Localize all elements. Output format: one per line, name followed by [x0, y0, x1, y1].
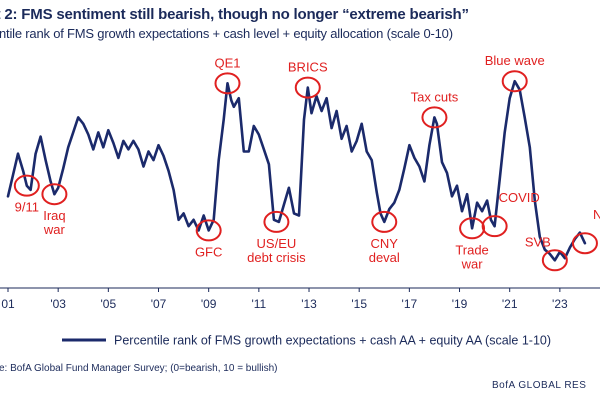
annotation-label: N [593, 207, 600, 222]
annotation-circle [214, 72, 241, 95]
annotation-circle [421, 106, 448, 129]
annotation-circle [459, 217, 486, 240]
x-axis: 01 '03 '05 '07 '09 '11 '13 '15 '17 '19 '21 '23 [0, 287, 600, 311]
x-tick-label: '19 [452, 297, 468, 311]
x-tick-label: '13 [301, 297, 317, 311]
annotation-label: COVID [499, 190, 540, 205]
x-tick-label: '21 [502, 297, 518, 311]
annotation-label: GFC [195, 244, 222, 259]
chart-subtitle: entile rank of FMS growth expectations +… [0, 26, 453, 41]
annotation-circle [294, 76, 321, 99]
x-tick-label: '11 [251, 297, 266, 311]
annotation-circle [41, 183, 68, 206]
annotation-circle [195, 219, 222, 242]
legend-label: Percentile rank of FMS growth expectatio… [114, 334, 551, 348]
annotation-label: Trade war [455, 242, 488, 271]
annotation-label: Tax cuts [411, 89, 459, 104]
x-tick-label: '17 [402, 297, 418, 311]
annotation-circle [371, 210, 398, 233]
annotation-label: Iraq war [43, 208, 66, 237]
annotation-layer: 9/11 Iraq war GFC QE1 US/EU debt crisis BRICS CN… [13, 53, 600, 272]
annotation-label: SVB [525, 234, 551, 249]
annotation-label: Blue wave [485, 53, 545, 68]
series-layer [6, 79, 587, 262]
annotation-label: BRICS [288, 60, 328, 75]
source-note: ce: BofA Global Fund Manager Survey; (0=… [0, 363, 278, 374]
x-tick-label: '15 [351, 297, 367, 311]
annotation-label: US/EU debt crisis [247, 236, 306, 265]
x-tick-label: '07 [151, 297, 167, 311]
annotation-circle [481, 215, 508, 238]
x-tick-label: '09 [201, 297, 217, 311]
annotation-label: CNY deval [369, 236, 400, 265]
x-tick-label: '03 [50, 297, 66, 311]
annotation-circle [501, 70, 528, 93]
annotation-label: 9/11 [15, 200, 39, 215]
annotation-circle [263, 210, 290, 233]
x-tick-label: '05 [101, 297, 117, 311]
chart-title: rt 2: FMS sentiment still bearish, thoug… [0, 6, 469, 23]
brand-label: BofA GLOBAL RES [492, 380, 587, 391]
x-tick-label: 01 [1, 297, 15, 311]
series-line [6, 79, 587, 262]
annotation-circle [13, 174, 40, 197]
annotation-label: QE1 [214, 55, 240, 70]
legend: Percentile rank of FMS growth expectatio… [62, 334, 551, 348]
annotation-circle [541, 249, 568, 272]
annotation-circle [571, 232, 598, 255]
x-tick-label: '23 [552, 297, 568, 311]
